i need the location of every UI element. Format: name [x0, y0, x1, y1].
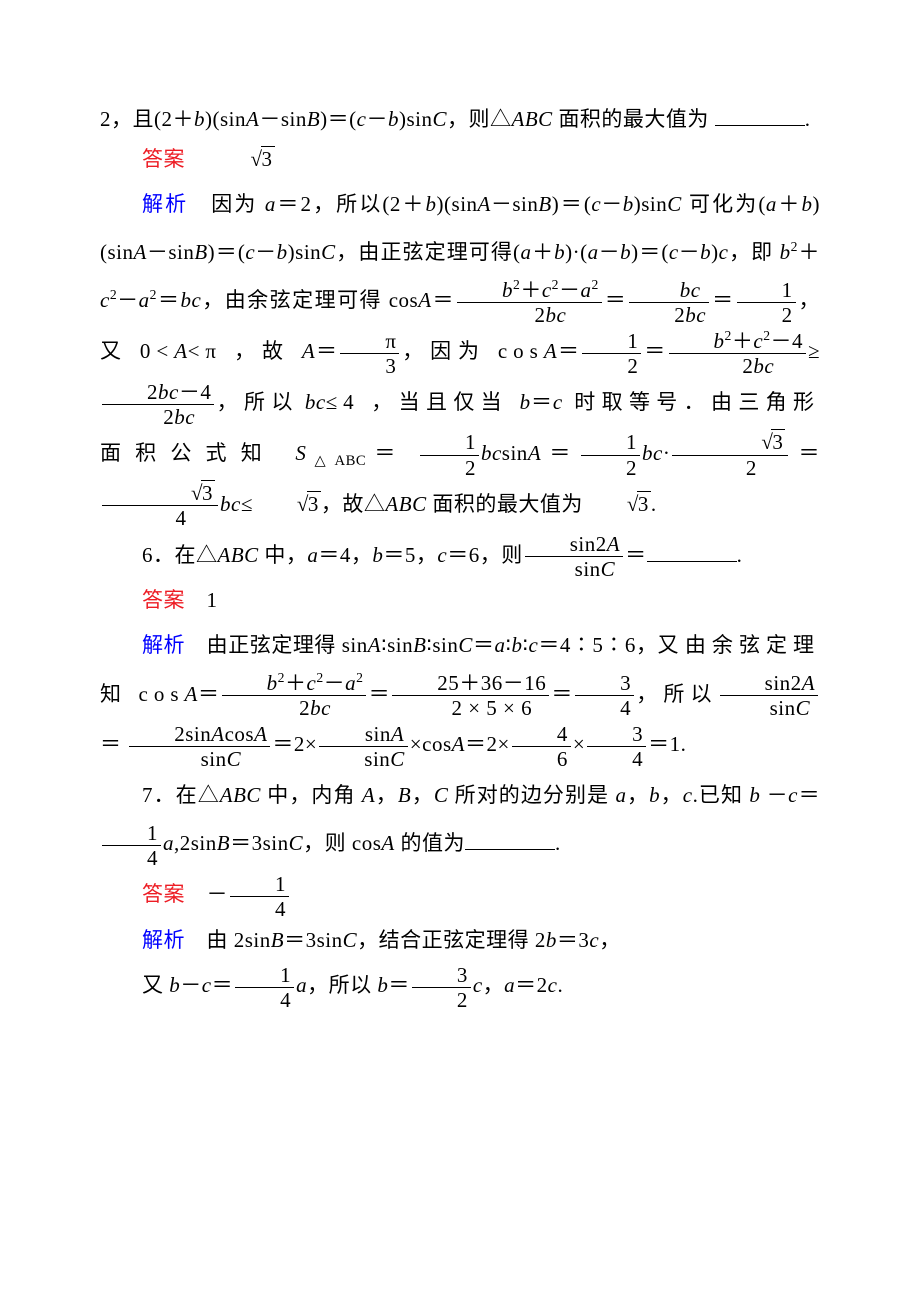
fraction: b2＋c2－42bc: [669, 329, 806, 378]
analysis-label: 解析: [142, 633, 185, 657]
fraction: 2bc－42bc: [102, 380, 214, 429]
sqrt: 3: [207, 140, 275, 180]
problem-6-analysis: 解析 由正弦定理得 sinA∶sinB∶sinC＝a∶b∶c＝4∶5∶6，又 由…: [100, 621, 820, 771]
fraction: 14: [235, 963, 294, 1012]
fraction: 12: [737, 278, 796, 327]
fraction: b2＋c2－a22bc: [222, 671, 367, 720]
fraction: 32: [672, 430, 788, 479]
fraction: π3: [340, 329, 399, 378]
fraction: sin2AsinC: [720, 671, 818, 720]
fraction: 12: [581, 430, 640, 479]
problem-7-answer: 答案 －14: [100, 870, 820, 921]
document-page: 2，且(2＋b)(sinA－sinB)＝(c－b)sinC，则△ABC 面积的最…: [0, 0, 920, 1302]
problem-6-stem: 6．在△ABC 中，a＝4，b＝5，c＝6，则sin2AsinC＝.: [100, 531, 820, 582]
fraction: 34: [575, 671, 634, 720]
problem-7-stem: 7．在△ABC 中，内角 A，B，C 所对的边分别是 a，b，c.已知 b －c…: [100, 771, 820, 870]
fraction: 12: [582, 329, 641, 378]
fraction: 25＋36－162 × 5 × 6: [392, 671, 549, 720]
answer-blank: [647, 540, 737, 562]
fraction: b2＋c2－a22bc: [457, 278, 602, 327]
fraction: 14: [230, 872, 289, 921]
text: 2，且(2＋: [100, 107, 194, 131]
fraction: 12: [420, 430, 479, 479]
answer-label: 答案: [142, 588, 185, 612]
problem-5-answer: 答案 3: [100, 140, 820, 180]
fraction: 14: [102, 821, 161, 870]
answer-blank: [465, 828, 555, 850]
fraction: 34: [102, 481, 218, 530]
fraction: sinAsinC: [319, 722, 408, 771]
answer-label: 答案: [142, 147, 185, 171]
fraction: 32: [412, 963, 471, 1012]
problem-5-stem: 2，且(2＋b)(sinA－sinB)＝(c－b)sinC，则△ABC 面积的最…: [100, 100, 820, 140]
fraction: 2sinAcosAsinC: [129, 722, 270, 771]
answer-blank: [715, 104, 805, 126]
problem-7-analysis-1: 解析 由 2sinB＝3sinC，结合正弦定理得 2b＝3c，: [100, 921, 820, 961]
analysis-label: 解析: [142, 192, 188, 216]
problem-7-analysis-2: 又 b－c＝14a，所以 b＝32c，a＝2c.: [100, 961, 820, 1012]
problem-6-answer: 答案 1: [100, 581, 820, 621]
fraction: 34: [587, 722, 646, 771]
answer-label: 答案: [142, 882, 185, 906]
fraction: sin2AsinC: [525, 532, 623, 581]
analysis-label: 解析: [142, 928, 185, 952]
fraction: 46: [512, 722, 571, 771]
fraction: bc2bc: [629, 278, 709, 327]
problem-5-analysis: 解析 因为 a＝2，所以(2＋b)(sinA－sinB)＝(c－b)sinC 可…: [100, 180, 820, 531]
